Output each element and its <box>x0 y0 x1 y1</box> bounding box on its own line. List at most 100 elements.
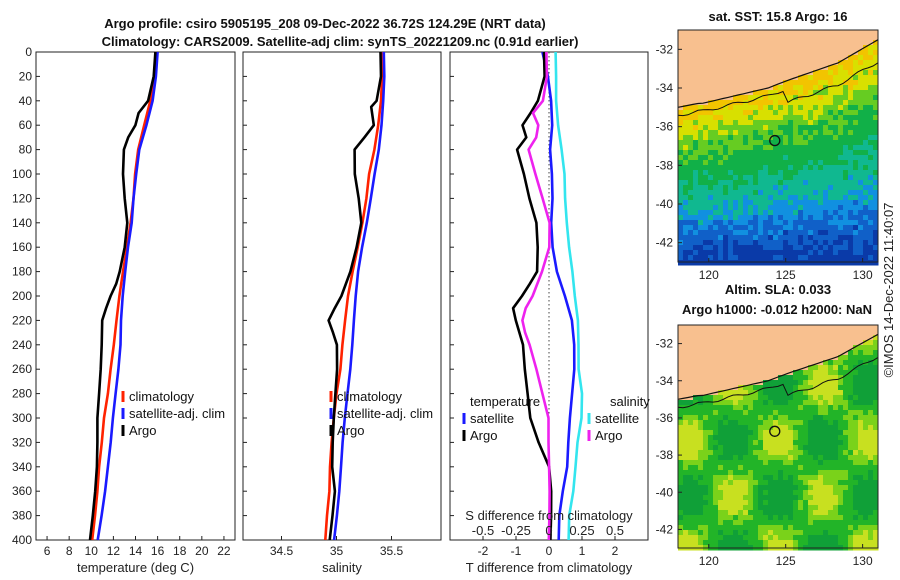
map-cell <box>778 530 784 536</box>
map-cell <box>773 170 779 176</box>
map-cell <box>768 485 774 491</box>
map-cell <box>753 130 759 136</box>
map-cell <box>708 540 714 546</box>
map-cell <box>793 140 799 146</box>
map-cell <box>693 220 699 226</box>
map-cell <box>838 255 844 261</box>
map-cell <box>778 525 784 531</box>
map-cell <box>778 225 784 231</box>
map-cell <box>863 235 869 241</box>
map-cell <box>798 190 804 196</box>
map-cell <box>843 205 849 211</box>
map-cell <box>838 395 844 401</box>
map-cell <box>848 470 854 476</box>
map-cell <box>688 425 694 431</box>
map-cell <box>708 475 714 481</box>
map-cell <box>733 470 739 476</box>
map-cell <box>853 65 859 71</box>
map-cell <box>703 135 709 141</box>
map-cell <box>793 430 799 436</box>
map-cell <box>853 405 859 411</box>
map-cell <box>763 180 769 186</box>
map-cell <box>718 240 724 246</box>
map-cell <box>693 505 699 511</box>
map-cell <box>788 135 794 141</box>
map-cell <box>703 495 709 501</box>
map-cell <box>813 110 819 116</box>
map-cell <box>848 495 854 501</box>
map-cell <box>823 410 829 416</box>
map-cell <box>748 200 754 206</box>
map-cell <box>843 360 849 366</box>
map-cell <box>783 105 789 111</box>
map-cell <box>808 495 814 501</box>
map-cell <box>803 470 809 476</box>
map-cell <box>718 400 724 406</box>
map-cell <box>768 155 774 161</box>
map-cell <box>803 135 809 141</box>
map-cell <box>858 395 864 401</box>
map-cell <box>763 235 769 241</box>
map-cell <box>873 110 879 116</box>
map-cell <box>733 105 739 111</box>
map-cell <box>703 540 709 546</box>
map-cell <box>843 420 849 426</box>
map-cell <box>778 390 784 396</box>
map-cell <box>698 260 704 266</box>
map-cell <box>778 435 784 441</box>
map-cell <box>853 240 859 246</box>
map-cell <box>753 255 759 261</box>
map-cell <box>868 450 874 456</box>
map-cell <box>813 430 819 436</box>
map-y-tick-label: -34 <box>656 374 674 388</box>
map-cell <box>768 200 774 206</box>
map-cell <box>728 450 734 456</box>
series-line-temperature-satellite <box>541 51 576 541</box>
map-cell <box>793 130 799 136</box>
map-cell <box>693 125 699 131</box>
map-cell <box>843 200 849 206</box>
map-cell <box>743 415 749 421</box>
map-cell <box>853 445 859 451</box>
map-cell <box>828 520 834 526</box>
map-cell <box>808 475 814 481</box>
map-cell <box>698 125 704 131</box>
map-cell <box>693 470 699 476</box>
map-cell <box>793 200 799 206</box>
map-cell <box>808 175 814 181</box>
map-cell <box>868 200 874 206</box>
map-cell <box>748 390 754 396</box>
map-cell <box>868 240 874 246</box>
y-tick-label: 260 <box>12 362 32 376</box>
map-cell <box>843 230 849 236</box>
map-cell <box>833 365 839 371</box>
map-cell <box>823 125 829 131</box>
map-cell <box>748 460 754 466</box>
map-cell <box>728 160 734 166</box>
map-cell <box>853 355 859 361</box>
map-cell <box>753 225 759 231</box>
map-cell <box>798 110 804 116</box>
map-cell <box>863 365 869 371</box>
map-cell <box>838 455 844 461</box>
x-tick-label: 35.5 <box>380 544 404 558</box>
map-cell <box>853 435 859 441</box>
map-cell <box>788 80 794 86</box>
map-cell <box>813 245 819 251</box>
map-cell <box>863 135 869 141</box>
map-cell <box>793 190 799 196</box>
y-tick-label: 20 <box>19 69 33 83</box>
map-cell <box>858 60 864 66</box>
map-cell <box>798 425 804 431</box>
map-cell <box>823 435 829 441</box>
map-cell <box>688 540 694 546</box>
map-cell <box>743 425 749 431</box>
map-cell <box>743 540 749 546</box>
map-cell <box>803 395 809 401</box>
map-cell <box>833 100 839 106</box>
map-cell <box>728 485 734 491</box>
map-cell <box>788 110 794 116</box>
map-cell <box>713 410 719 416</box>
map-cell <box>868 340 874 346</box>
map-cell <box>843 480 849 486</box>
